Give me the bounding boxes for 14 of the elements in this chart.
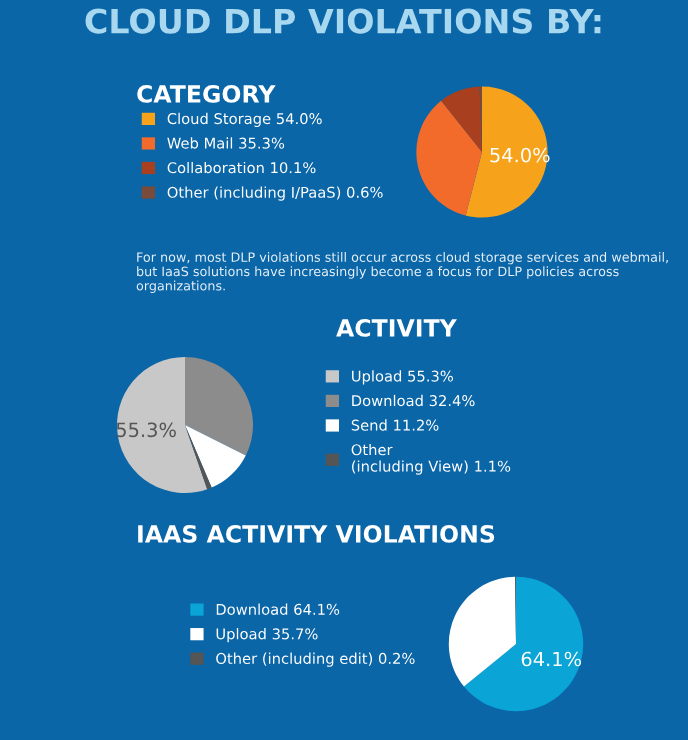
chart-title: IAAS ACTIVITY VIOLATIONS bbox=[138, 524, 495, 543]
data-label: 64.1% bbox=[521, 651, 582, 667]
pie-slice bbox=[185, 425, 246, 488]
pie-slice bbox=[448, 576, 516, 687]
pie-slice bbox=[185, 357, 253, 456]
pie-slice bbox=[441, 86, 482, 152]
pie-slice bbox=[465, 86, 548, 218]
pie-slice bbox=[117, 357, 208, 493]
chart-title: ACTIVITY bbox=[336, 318, 457, 337]
chart-subtitle: CATEGORY bbox=[137, 84, 276, 103]
pie-slice bbox=[416, 100, 482, 216]
pie-slice bbox=[463, 576, 584, 712]
pie-slice bbox=[185, 425, 212, 490]
chart-title: CLOUD DLP VIOLATIONS BY: bbox=[85, 8, 601, 34]
